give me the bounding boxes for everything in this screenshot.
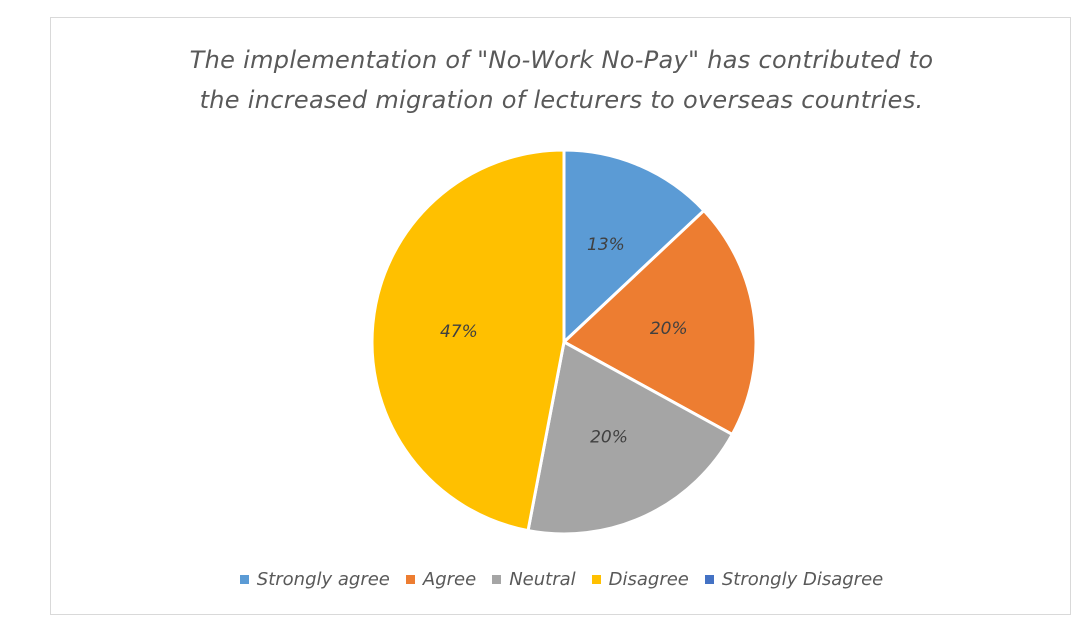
data-label-neutral: 20% bbox=[590, 428, 628, 448]
chart-frame: The implementation of "No-Work No-Pay" h… bbox=[50, 17, 1071, 615]
data-label-strongly-agree: 13% bbox=[587, 235, 625, 255]
data-label-agree: 20% bbox=[650, 319, 688, 339]
legend-swatch-neutral bbox=[492, 575, 502, 584]
legend-swatch-strongly-agree bbox=[239, 575, 249, 584]
pie-slice-agree[interactable] bbox=[562, 209, 758, 436]
legend-swatch-agree bbox=[405, 575, 415, 584]
chart-title-line-1: The implementation of "No-Work No-Pay" h… bbox=[189, 46, 934, 74]
legend-item-strongly-disagree[interactable]: Strongly Disagree bbox=[704, 569, 884, 590]
legend-label-strongly-disagree: Strongly Disagree bbox=[721, 569, 884, 590]
pie-slice-strongly-agree[interactable] bbox=[562, 148, 706, 344]
pie-chart: 13% 20% 20% 47% bbox=[370, 148, 758, 536]
chart-title-line-2: the increased migration of lecturers to … bbox=[199, 86, 924, 114]
legend-label-disagree: Disagree bbox=[608, 569, 689, 590]
legend-item-strongly-agree[interactable]: Strongly agree bbox=[239, 569, 390, 590]
legend-item-neutral[interactable]: Neutral bbox=[492, 569, 576, 590]
legend-swatch-disagree bbox=[591, 575, 601, 584]
legend-label-neutral: Neutral bbox=[509, 569, 576, 590]
chart-title: The implementation of "No-Work No-Pay" h… bbox=[51, 40, 1072, 120]
chart-legend: Strongly agree Agree Neutral Disagree St… bbox=[51, 569, 1072, 590]
legend-item-disagree[interactable]: Disagree bbox=[591, 569, 689, 590]
pie-slice-disagree[interactable] bbox=[370, 148, 566, 533]
legend-label-agree: Agree bbox=[422, 569, 477, 590]
pie-slice-neutral[interactable] bbox=[526, 340, 734, 536]
legend-label-strongly-agree: Strongly agree bbox=[256, 569, 390, 590]
legend-item-agree[interactable]: Agree bbox=[405, 569, 477, 590]
data-label-disagree: 47% bbox=[440, 322, 478, 342]
legend-swatch-strongly-disagree bbox=[704, 575, 714, 584]
